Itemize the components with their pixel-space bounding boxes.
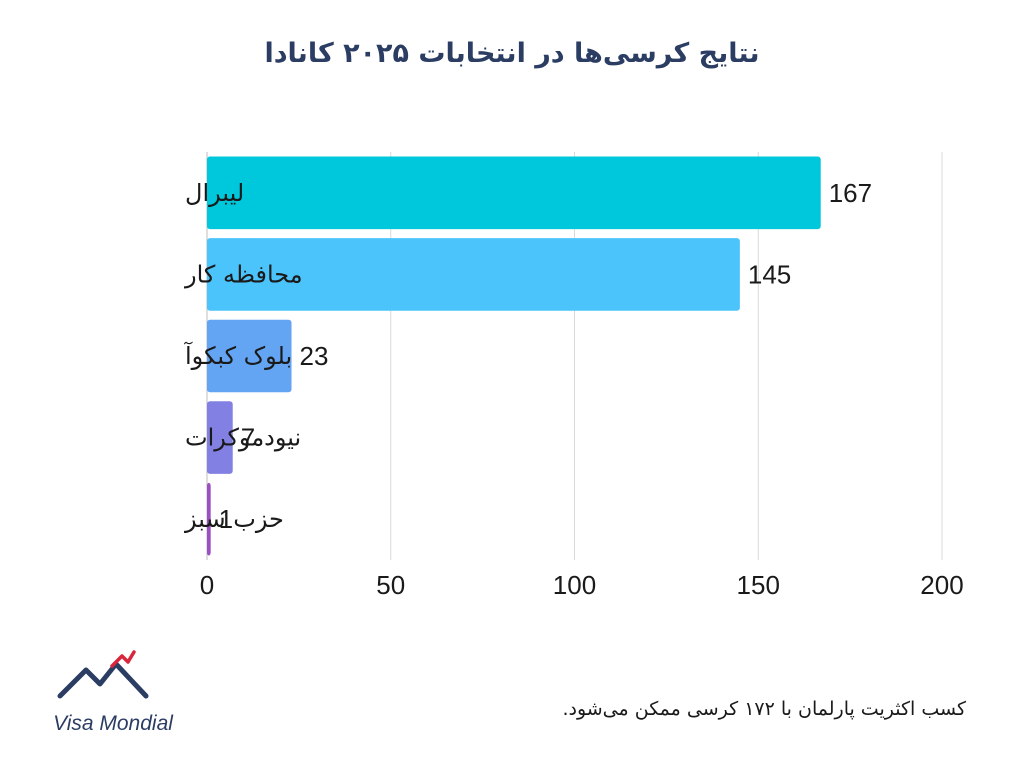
x-tick-label: 150 [737,570,780,600]
data-label: 1 [219,504,233,534]
x-tick-label: 200 [920,570,963,600]
brand-logo: Visa Mondial [38,650,188,745]
bar [207,238,740,311]
category-label: نیودموکرات [185,424,301,452]
bar [207,319,292,393]
x-tick-label: 0 [200,570,214,600]
bar [207,156,821,230]
chart-title: نتایج کرسی‌ها در انتخابات ۲۰۲۵ کانادا [264,38,760,69]
logo-text: Visa Mondial [53,712,173,735]
data-label: 167 [829,178,872,208]
data-label: 7 [241,423,255,453]
bar [207,482,211,556]
bar-chart: 167 لیبرال 145 محافظه کار 23 بلوک کبکوآ 7نیودم… [184,152,964,600]
bar [207,401,233,474]
data-label: 145 [748,259,791,289]
footnote: کسب اکثریت پارلمان با ۱۷۲ کرسی ممکن می‌ش… [562,698,966,720]
x-tick-label: 50 [376,570,405,600]
category-label: لیبرال [185,179,244,207]
category-label: محافظه کار [184,260,303,288]
category-label: حزب سبز [184,505,284,533]
data-label: 23 [300,341,329,371]
mountain-logo-icon [57,650,149,699]
x-tick-label: 100 [553,570,596,600]
category-label: بلوک کبکوآ [184,341,292,370]
